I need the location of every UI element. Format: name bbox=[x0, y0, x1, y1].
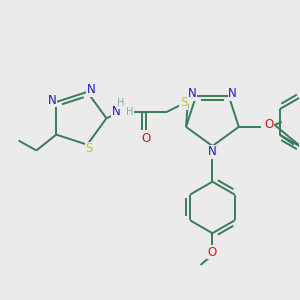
Text: N: N bbox=[112, 105, 121, 118]
Text: H: H bbox=[126, 107, 134, 117]
Text: S: S bbox=[85, 142, 93, 155]
Text: N: N bbox=[112, 106, 120, 119]
Text: N: N bbox=[208, 146, 217, 158]
Text: N: N bbox=[188, 87, 197, 101]
Text: S: S bbox=[180, 96, 188, 109]
Text: H: H bbox=[117, 98, 124, 108]
Text: N: N bbox=[48, 94, 57, 106]
Text: O: O bbox=[141, 132, 151, 145]
Text: N: N bbox=[228, 87, 237, 101]
Text: N: N bbox=[87, 83, 96, 96]
Text: O: O bbox=[208, 245, 217, 259]
Text: O: O bbox=[264, 118, 273, 131]
